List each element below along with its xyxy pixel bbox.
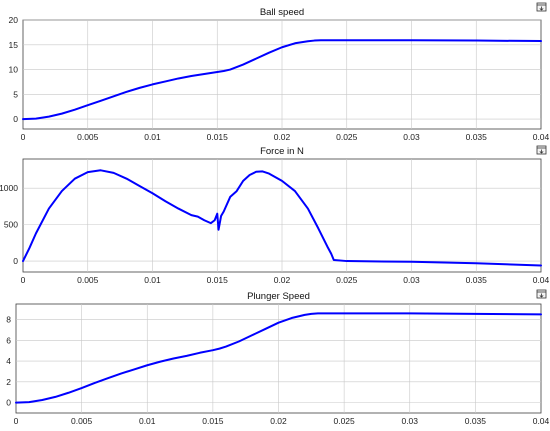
x-tick-label: 0.015 <box>202 416 224 426</box>
x-tick-label: 0.015 <box>207 275 229 285</box>
subplot-1: 0 0.005 0.01 0.015 0.02 0.025 0.03 0.035 0.04 0 5 1… <box>9 7 550 142</box>
x-tick-label: 0.015 <box>207 132 229 142</box>
series-line <box>22 39 542 121</box>
x-tick-label: 0.03 <box>403 275 420 285</box>
x-tick-label: 0.04 <box>533 416 550 426</box>
y-tick-label: 15 <box>9 40 19 50</box>
x-tick-label: 0.025 <box>336 275 358 285</box>
subplot-2: 0 0.005 0.01 0.015 0.02 0.025 0.03 0.035 0.04 0 50… <box>0 146 550 285</box>
y-tick-label: 10 <box>9 65 19 75</box>
y-tick-label: 0 <box>6 398 11 408</box>
x-tick-label: 0.03 <box>403 132 420 142</box>
x-tick-label: 0.025 <box>336 132 358 142</box>
series-line <box>22 169 542 267</box>
x-tick-label: 0.005 <box>71 416 93 426</box>
x-tick-label: 0.02 <box>274 132 291 142</box>
subplot-3: 0 0.005 0.01 0.015 0.02 0.025 0.03 0.035 0.04 0 2 4… <box>6 291 549 426</box>
y-tick-label: 6 <box>6 335 11 345</box>
x-tick-label: 0.035 <box>465 416 487 426</box>
x-tick-label: 0.035 <box>466 132 488 142</box>
x-tick-label: 0.01 <box>144 275 161 285</box>
x-tick-label: 0.01 <box>139 416 156 426</box>
x-tick-label: 0 <box>14 416 19 426</box>
y-tick-label: 20 <box>9 15 19 25</box>
x-tick-label: 0.02 <box>270 416 287 426</box>
x-tick-label: 0.025 <box>333 416 355 426</box>
subplot-title: Plunger Speed <box>247 291 310 302</box>
x-tick-label: 0 <box>21 275 26 285</box>
x-tick-label: 0 <box>21 132 26 142</box>
y-tick-label: 5 <box>13 89 18 99</box>
dock-figure-icon[interactable] <box>536 2 547 12</box>
dock-icon-arrow <box>539 149 544 154</box>
y-tick-label: 2 <box>6 377 11 387</box>
y-tick-label: 1000 <box>0 183 18 193</box>
y-tick-label: 8 <box>6 315 11 325</box>
x-tick-label: 0.005 <box>77 132 99 142</box>
series-line <box>15 312 542 404</box>
y-tick-label: 4 <box>6 356 11 366</box>
dock-icon-arrow <box>539 6 544 11</box>
dock-figure-icon[interactable] <box>536 145 547 155</box>
x-tick-label: 0.01 <box>144 132 161 142</box>
x-tick-label: 0.04 <box>533 275 550 285</box>
x-tick-label: 0.04 <box>533 132 550 142</box>
x-tick-label: 0.035 <box>466 275 488 285</box>
x-tick-label: 0.02 <box>274 275 291 285</box>
x-tick-label: 0.03 <box>401 416 418 426</box>
y-tick-label: 0 <box>13 114 18 124</box>
x-tick-label: 0.005 <box>77 275 99 285</box>
dock-icon-arrow <box>539 293 544 298</box>
dock-figure-icon[interactable] <box>536 289 547 299</box>
subplot-title: Force in N <box>260 146 304 157</box>
subplot-title: Ball speed <box>260 7 304 18</box>
y-tick-label: 0 <box>13 256 18 266</box>
y-tick-label: 500 <box>4 220 18 230</box>
